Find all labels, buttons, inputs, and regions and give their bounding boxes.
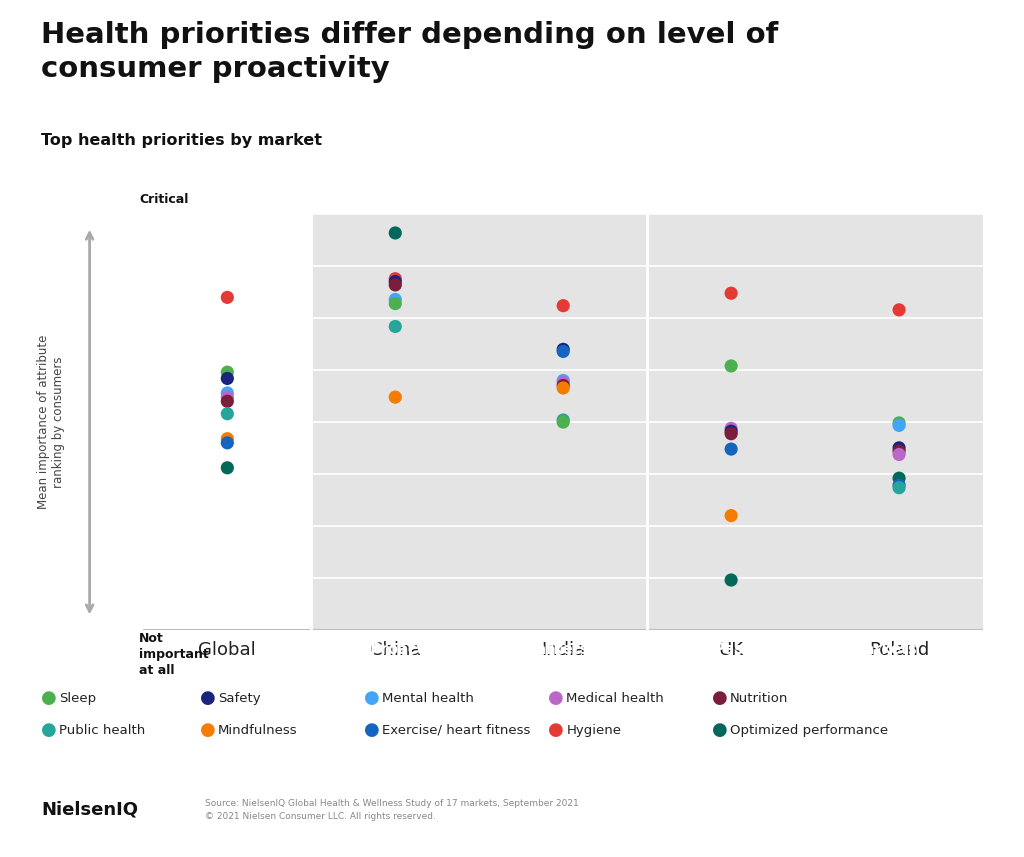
Text: ●: ●: [548, 721, 563, 740]
Point: [219, 432, 236, 446]
Text: Mental health: Mental health: [382, 692, 474, 705]
Point: [555, 375, 571, 389]
Text: Public health: Public health: [59, 723, 145, 737]
Text: ●: ●: [548, 689, 563, 708]
Point: [555, 379, 571, 393]
Point: [723, 427, 739, 440]
Text: Proactive-minded markets: Proactive-minded markets: [370, 642, 589, 656]
Point: [219, 365, 236, 379]
Point: [387, 297, 403, 310]
Bar: [647, 214, 983, 630]
Point: [219, 387, 236, 400]
Point: [723, 359, 739, 373]
Point: [891, 447, 907, 461]
Point: [387, 226, 403, 240]
Point: [555, 343, 571, 357]
Point: [219, 291, 236, 304]
Point: [891, 303, 907, 317]
Point: [723, 509, 739, 523]
Text: ●: ●: [200, 721, 215, 740]
Text: Mean importance of attribute
ranking by consumers: Mean importance of attribute ranking by …: [37, 335, 66, 509]
Point: [219, 407, 236, 421]
Text: Hygiene: Hygiene: [566, 723, 622, 737]
Text: ●: ●: [200, 689, 215, 708]
Point: [219, 394, 236, 408]
Text: ●: ●: [41, 721, 56, 740]
Text: Health priorities differ depending on level of
consumer proactivity: Health priorities differ depending on le…: [41, 21, 778, 83]
Point: [387, 292, 403, 306]
Point: [387, 320, 403, 333]
Text: Passive-minded markets: Passive-minded markets: [714, 642, 916, 656]
Text: Not
important
at all: Not important at all: [139, 632, 209, 677]
Point: [891, 444, 907, 458]
Text: ●: ●: [364, 689, 379, 708]
Point: [555, 413, 571, 427]
Text: Optimized performance: Optimized performance: [730, 723, 888, 737]
Point: [723, 442, 739, 456]
Point: [723, 422, 739, 435]
Point: [891, 478, 907, 492]
Point: [555, 299, 571, 313]
Point: [219, 436, 236, 450]
Text: ●: ●: [712, 721, 727, 740]
Text: Exercise/ heart fitness: Exercise/ heart fitness: [382, 723, 530, 737]
Text: Critical: Critical: [139, 193, 188, 206]
Point: [723, 424, 739, 438]
Bar: [311, 214, 647, 630]
Point: [723, 573, 739, 587]
Point: [387, 390, 403, 404]
Text: Top health priorities by market: Top health priorities by market: [41, 133, 322, 148]
Text: Source: NielsenIQ Global Health & Wellness Study of 17 markets, September 2021
©: Source: NielsenIQ Global Health & Wellne…: [205, 799, 579, 821]
Text: ●: ●: [41, 689, 56, 708]
Point: [891, 471, 907, 485]
Point: [387, 275, 403, 289]
Point: [555, 345, 571, 358]
Point: [891, 416, 907, 429]
Text: Sleep: Sleep: [59, 692, 96, 705]
Point: [891, 441, 907, 455]
Point: [891, 481, 907, 494]
Text: NielsenIQ: NielsenIQ: [41, 800, 138, 819]
Point: [219, 372, 236, 386]
Text: ●: ●: [364, 721, 379, 740]
Point: [891, 418, 907, 432]
Point: [723, 286, 739, 300]
Point: [555, 381, 571, 395]
Point: [219, 390, 236, 404]
Point: [555, 374, 571, 387]
Text: Safety: Safety: [218, 692, 261, 705]
Point: [555, 416, 571, 429]
Text: Nutrition: Nutrition: [730, 692, 788, 705]
Point: [219, 461, 236, 475]
Point: [387, 272, 403, 285]
Point: [387, 278, 403, 291]
Text: ●: ●: [712, 689, 727, 708]
Text: Medical health: Medical health: [566, 692, 664, 705]
Text: Mindfulness: Mindfulness: [218, 723, 298, 737]
